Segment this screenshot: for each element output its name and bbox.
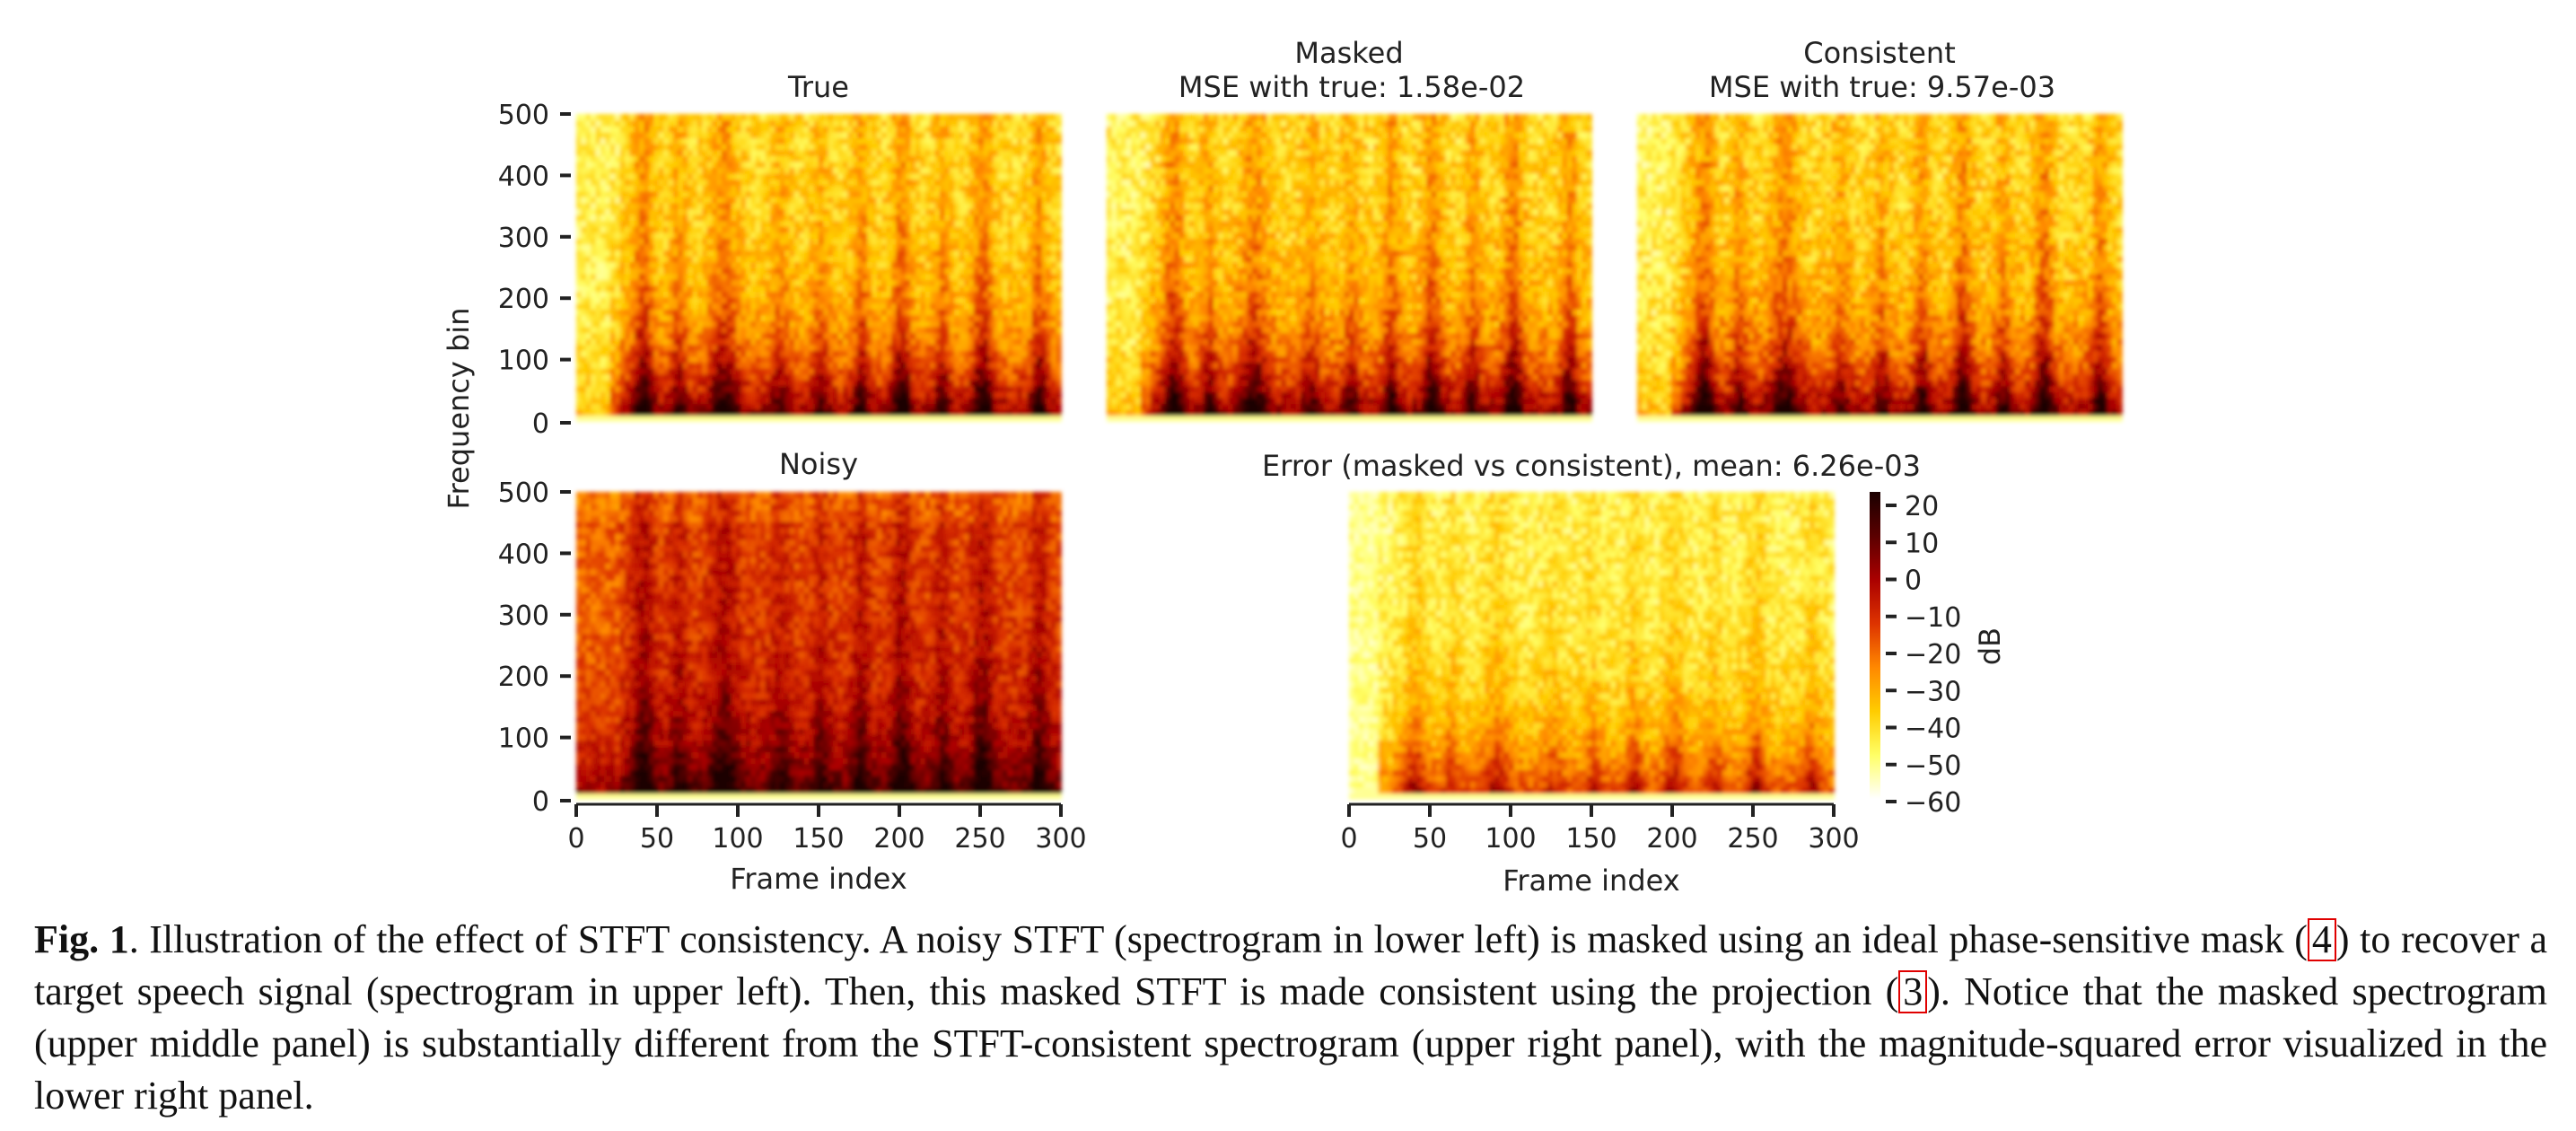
tick-label: 0 — [532, 786, 549, 818]
tick-label: −30 — [1905, 676, 1961, 707]
tick-label: −10 — [1905, 602, 1961, 634]
spectrogram-noisy — [576, 492, 1062, 800]
caption-text-1: . Illustration of the effect of STFT con… — [129, 917, 2308, 961]
y-axis-top: 0 100 200 300 400 500 — [498, 100, 571, 440]
colorbar-ticks: 20 10 0 −10 −20 −30 −40 −50 −60 — [1886, 491, 1961, 819]
panel-title-error: Error (masked vs consistent), mean: 6.26… — [1262, 449, 1921, 483]
tick-label: 0 — [1905, 566, 1922, 597]
tick-label: 500 — [498, 100, 549, 131]
y-axis-bottom: 0 100 200 300 400 500 — [498, 478, 571, 818]
tick-label: 200 — [873, 823, 924, 855]
tick-label: 150 — [1565, 823, 1617, 855]
caption-ref-3[interactable]: 3 — [1898, 970, 1927, 1013]
tick-label: 100 — [498, 346, 549, 377]
tick-label: 150 — [793, 823, 844, 855]
tick-label: 50 — [640, 823, 674, 855]
x-axis-label-noisy: Frame index — [730, 862, 907, 896]
tick-label: −20 — [1905, 639, 1961, 671]
spectrogram-masked — [1107, 114, 1592, 422]
tick-label: 100 — [712, 823, 763, 855]
panel-title-consistent-line1: Consistent — [1803, 36, 1956, 70]
tick-label: 200 — [498, 284, 549, 315]
tick-label: 100 — [1485, 823, 1536, 855]
caption-label: Fig. 1 — [34, 917, 129, 961]
tick-label: 300 — [1035, 823, 1086, 855]
x-axis-error: 0 50 100 150 200 250 300 — [1340, 804, 1859, 855]
tick-label: 20 — [1905, 491, 1939, 522]
tick-label: 0 — [532, 408, 549, 440]
tick-label: 300 — [498, 601, 549, 632]
tick-label: 0 — [567, 823, 584, 855]
tick-label: 400 — [498, 539, 549, 570]
tick-label: 250 — [954, 823, 1005, 855]
panel-title-consistent-line2: MSE with true: 9.57e-03 — [1709, 70, 2055, 104]
tick-label: 400 — [498, 161, 549, 192]
tick-label: 300 — [1808, 823, 1859, 855]
figure-1: True Masked MSE with true: 1.58e-02 Cons… — [0, 0, 2576, 898]
tick-label: 500 — [498, 478, 549, 509]
colorbar-label: dB — [1973, 627, 2007, 665]
tick-label: 50 — [1413, 823, 1447, 855]
y-axis-label: Frequency bin — [442, 308, 476, 510]
spectrogram-error — [1349, 492, 1835, 800]
colorbar — [1870, 492, 1880, 799]
x-axis-noisy: 0 50 100 150 200 250 300 — [567, 804, 1086, 855]
tick-label: 100 — [498, 723, 549, 755]
tick-label: −40 — [1905, 714, 1961, 745]
tick-label: 200 — [498, 662, 549, 693]
caption-ref-4[interactable]: 4 — [2308, 918, 2336, 961]
tick-label: 250 — [1727, 823, 1778, 855]
spectrogram-consistent — [1637, 114, 2123, 422]
spectrogram-true — [576, 114, 1062, 422]
x-axis-label-error: Frame index — [1503, 864, 1679, 898]
tick-label: 200 — [1646, 823, 1697, 855]
panel-title-true: True — [787, 70, 849, 104]
tick-label: −60 — [1905, 787, 1961, 819]
panel-title-masked-line1: Masked — [1294, 36, 1403, 70]
panel-title-masked-line2: MSE with true: 1.58e-02 — [1178, 70, 1525, 104]
tick-label: 0 — [1340, 823, 1357, 855]
figure-caption: Fig. 1. Illustration of the effect of ST… — [34, 914, 2547, 1122]
tick-label: 300 — [498, 223, 549, 254]
tick-label: 10 — [1905, 528, 1939, 559]
panel-title-noisy: Noisy — [779, 447, 858, 481]
tick-label: −50 — [1905, 750, 1961, 782]
